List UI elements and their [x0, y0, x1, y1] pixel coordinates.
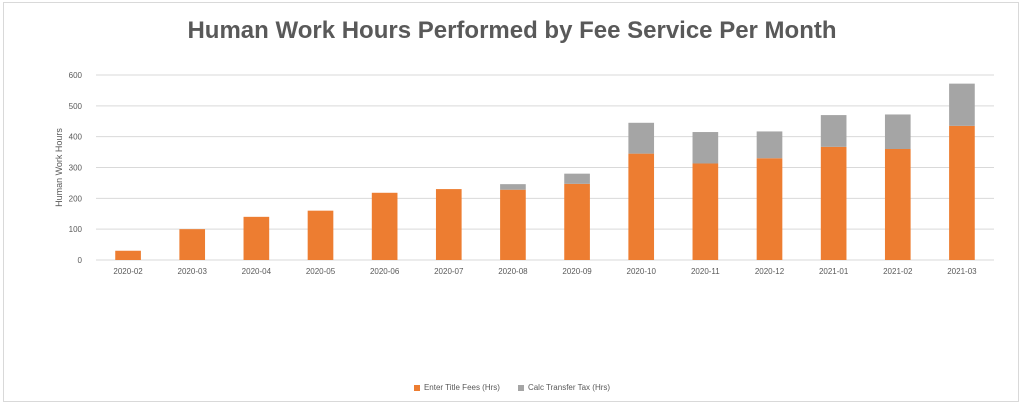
- bar-enter-title-fees: [435, 189, 462, 260]
- legend-item-enter-title-fees: Enter Title Fees (Hrs): [413, 383, 500, 392]
- x-tick-label: 2020-05: [306, 267, 336, 276]
- y-tick-label: 100: [69, 225, 83, 234]
- y-tick-label: 200: [69, 194, 83, 203]
- chart-area: Human Work Hours Performed by Fee Servic…: [3, 2, 1019, 402]
- bar-enter-title-fees: [628, 153, 655, 260]
- bar-enter-title-fees: [756, 158, 783, 260]
- y-tick-label: 600: [69, 71, 83, 80]
- y-tick-label: 500: [69, 102, 83, 111]
- bar-calc-transfer-tax: [500, 184, 526, 190]
- x-tick-label: 2020-02: [113, 267, 143, 276]
- x-tick-label: 2020-03: [178, 267, 208, 276]
- bar-enter-title-fees: [243, 216, 270, 260]
- x-tick-label: 2020-07: [434, 267, 464, 276]
- bar-enter-title-fees: [949, 125, 975, 260]
- y-tick-label: 0: [78, 256, 83, 265]
- x-tick-label: 2020-08: [498, 267, 528, 276]
- x-tick-label: 2021-02: [883, 267, 913, 276]
- legend: Enter Title Fees (Hrs) Calc Transfer Tax…: [4, 383, 1020, 392]
- bar-enter-title-fees: [884, 149, 911, 260]
- bar-calc-transfer-tax: [564, 173, 590, 184]
- bar-enter-title-fees: [307, 210, 334, 260]
- legend-swatch: [413, 384, 420, 391]
- bar-calc-transfer-tax: [820, 115, 847, 147]
- bar-calc-transfer-tax: [949, 83, 975, 126]
- x-tick-label: 2021-03: [947, 267, 977, 276]
- x-tick-label: 2020-09: [562, 267, 592, 276]
- legend-label: Enter Title Fees (Hrs): [423, 383, 500, 392]
- bar-enter-title-fees: [179, 229, 206, 260]
- x-tick-label: 2020-12: [755, 267, 785, 276]
- bar-calc-transfer-tax: [628, 122, 655, 154]
- x-tick-label: 2020-06: [370, 267, 400, 276]
- legend-swatch: [517, 384, 524, 391]
- y-tick-label: 400: [69, 133, 83, 142]
- y-tick-label: 300: [69, 164, 83, 173]
- bar-calc-transfer-tax: [692, 132, 719, 164]
- chart-plot: 0 100 200 300 400 500 600 Human Work Hours 2020-…: [54, 71, 994, 276]
- x-tick-label: 2020-10: [627, 267, 657, 276]
- bar-enter-title-fees: [115, 250, 141, 260]
- bar-enter-title-fees: [371, 192, 398, 260]
- bar-enter-title-fees: [692, 163, 719, 260]
- chart-title: Human Work Hours Performed by Fee Servic…: [187, 17, 837, 44]
- bar-calc-transfer-tax: [884, 114, 911, 149]
- bar-calc-transfer-tax: [756, 131, 783, 159]
- x-tick-label: 2021-01: [819, 267, 849, 276]
- legend-label: Calc Transfer Tax (Hrs): [527, 383, 611, 392]
- x-tick-label: 2020-04: [242, 267, 272, 276]
- x-tick-label: 2020-11: [691, 267, 720, 276]
- legend-item-calc-transfer-tax: Calc Transfer Tax (Hrs): [517, 383, 611, 392]
- bar-enter-title-fees: [820, 146, 847, 260]
- bar-enter-title-fees: [500, 189, 526, 260]
- bar-enter-title-fees: [564, 183, 590, 260]
- y-axis-label: Human Work Hours: [54, 128, 64, 207]
